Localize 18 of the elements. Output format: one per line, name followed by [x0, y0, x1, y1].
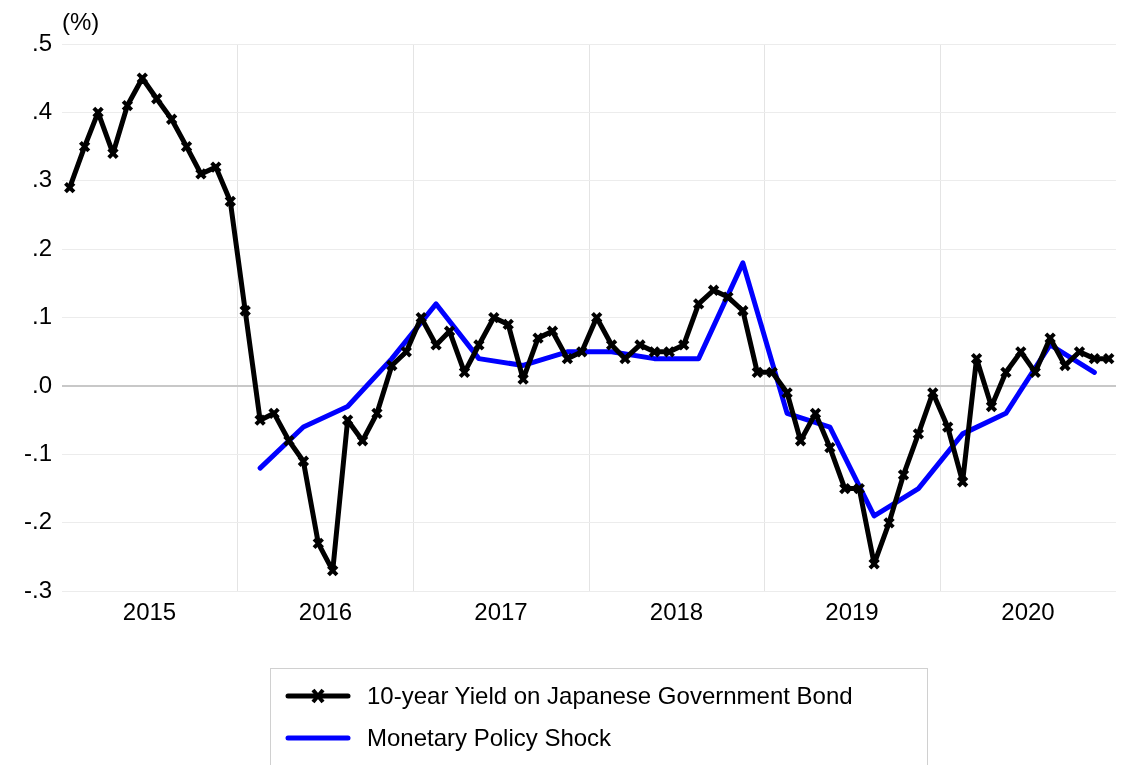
y-tick-label: -.1: [23, 439, 52, 467]
y-tick-label: .2: [31, 233, 52, 261]
legend-label: 10-year Yield on Japanese Government Bond: [367, 682, 853, 710]
y-tick-label: .3: [31, 165, 52, 193]
x-tick-label: 2017: [474, 598, 528, 626]
y-tick-label: -.3: [23, 575, 52, 603]
x-tick-label: 2015: [122, 598, 177, 626]
y-tick-label: .5: [31, 28, 52, 56]
x-tick-label: 2016: [298, 598, 353, 626]
y-tick-label: .4: [31, 97, 52, 125]
legend-label: Monetary Policy Shock: [367, 724, 612, 752]
x-tick-label: 2019: [825, 598, 879, 626]
x-tick-label: 2020: [1001, 598, 1055, 626]
y-tick-label: -.2: [23, 507, 52, 535]
x-tick-label: 2018: [649, 598, 704, 626]
y-axis-title: (%): [62, 8, 100, 36]
y-tick-label: .1: [31, 302, 52, 330]
y-tick-label: .0: [31, 370, 52, 398]
